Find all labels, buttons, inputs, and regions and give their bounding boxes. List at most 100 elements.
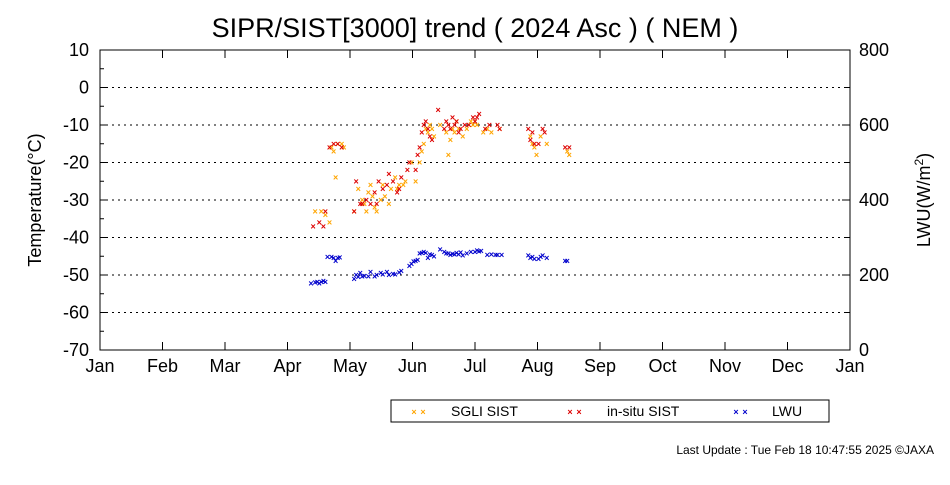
data-point: × xyxy=(536,139,541,149)
data-point: × xyxy=(448,135,453,145)
data-point: × xyxy=(368,267,373,277)
data-point: × xyxy=(442,247,447,257)
data-point: × xyxy=(374,206,379,216)
data-point: × xyxy=(415,150,420,160)
data-point: × xyxy=(530,252,535,262)
data-point: × xyxy=(374,270,379,280)
data-point: × xyxy=(474,120,479,130)
data-point: × xyxy=(528,253,533,263)
data-point: × xyxy=(333,256,338,266)
data-point: × xyxy=(390,176,395,186)
chart-title: SIPR/SIST[3000] trend ( 2024 Asc ) ( NEM… xyxy=(212,13,739,43)
data-point: × xyxy=(452,120,457,130)
data-point: × xyxy=(454,116,459,126)
data-point: × xyxy=(407,158,412,168)
y-right-tick-label: 600 xyxy=(859,115,889,135)
x-tick-label: May xyxy=(333,356,367,376)
legend: × × SGLI SIST × × in-situ SIST × × LWU xyxy=(390,399,830,423)
data-point: × xyxy=(380,184,385,194)
data-point: × xyxy=(450,249,455,259)
data-point: × xyxy=(538,252,543,262)
data-point: × xyxy=(472,116,477,126)
data-point: × xyxy=(394,188,399,198)
data-point: × xyxy=(528,131,533,141)
x-tick-label: Jun xyxy=(398,356,427,376)
data-point: × xyxy=(378,195,383,205)
x-tick-label: Jan xyxy=(835,356,864,376)
data-point: × xyxy=(423,116,428,126)
data-point: × xyxy=(397,267,402,277)
data-point: × xyxy=(319,206,324,216)
legend-marker: × xyxy=(742,407,747,417)
x-tick-label: Aug xyxy=(521,356,553,376)
data-point: × xyxy=(438,245,443,255)
data-point: × xyxy=(417,158,422,168)
data-point: × xyxy=(526,251,531,261)
data-point: × xyxy=(497,124,502,134)
data-point: × xyxy=(460,251,465,261)
data-point: × xyxy=(333,173,338,183)
data-point: × xyxy=(470,113,475,123)
data-point: × xyxy=(466,120,471,130)
x-tick-label: Feb xyxy=(147,356,178,376)
y-left-tick-label: -10 xyxy=(63,115,89,135)
data-point: × xyxy=(308,278,313,288)
data-point: × xyxy=(567,143,572,153)
data-point: × xyxy=(415,255,420,265)
data-point: × xyxy=(366,188,371,198)
data-point: × xyxy=(411,257,416,267)
data-point: × xyxy=(362,271,367,281)
data-point: × xyxy=(392,173,397,183)
y-right-axis-label-end: ) xyxy=(914,153,934,159)
y-left-tick-label: -70 xyxy=(63,340,89,360)
data-point: × xyxy=(429,250,434,260)
data-point: × xyxy=(382,191,387,201)
data-point: × xyxy=(351,206,356,216)
data-point: × xyxy=(485,250,490,260)
data-point: × xyxy=(323,210,328,220)
series-2: ××××××××××××××××××××××××××××××× ×××××××××… xyxy=(308,245,569,289)
data-point: × xyxy=(399,173,404,183)
data-point: × xyxy=(565,146,570,156)
data-point: × xyxy=(444,248,449,258)
data-point: × xyxy=(327,143,332,153)
data-point: × xyxy=(444,116,449,126)
data-point: × xyxy=(489,128,494,138)
x-tick-label: Sep xyxy=(584,356,616,376)
data-point: × xyxy=(458,124,463,134)
data-point: × xyxy=(386,270,391,280)
x-tick-label: Mar xyxy=(210,356,241,376)
data-point: × xyxy=(472,247,477,257)
legend-marker: × xyxy=(567,407,572,417)
x-tick-label: Nov xyxy=(709,356,741,376)
data-point: × xyxy=(438,120,443,130)
data-point: × xyxy=(444,128,449,138)
y-left-tick-label: 10 xyxy=(69,40,89,60)
data-point: × xyxy=(495,120,500,130)
data-point: × xyxy=(472,116,477,126)
data-point: × xyxy=(464,124,469,134)
data-point: × xyxy=(425,253,430,263)
legend-label: LWU xyxy=(772,403,802,419)
data-point: × xyxy=(452,249,457,259)
data-point: × xyxy=(464,248,469,258)
data-point: × xyxy=(413,256,418,266)
data-point: × xyxy=(530,139,535,149)
data-point: × xyxy=(427,249,432,259)
data-point: × xyxy=(356,184,361,194)
y-left-axis-label: Temperature(°C) xyxy=(25,133,45,266)
data-point: × xyxy=(323,277,328,287)
data-point: × xyxy=(419,146,424,156)
legend-items: × × SGLI SIST × × in-situ SIST × × LWU xyxy=(411,403,802,419)
data-point: × xyxy=(423,124,428,134)
data-point: × xyxy=(329,143,334,153)
data-point: × xyxy=(313,278,318,288)
data-point: × xyxy=(458,248,463,258)
data-point: × xyxy=(497,124,502,134)
data-point: × xyxy=(321,221,326,231)
data-point: × xyxy=(476,246,481,256)
data-point: × xyxy=(331,146,336,156)
data-point: × xyxy=(372,203,377,213)
